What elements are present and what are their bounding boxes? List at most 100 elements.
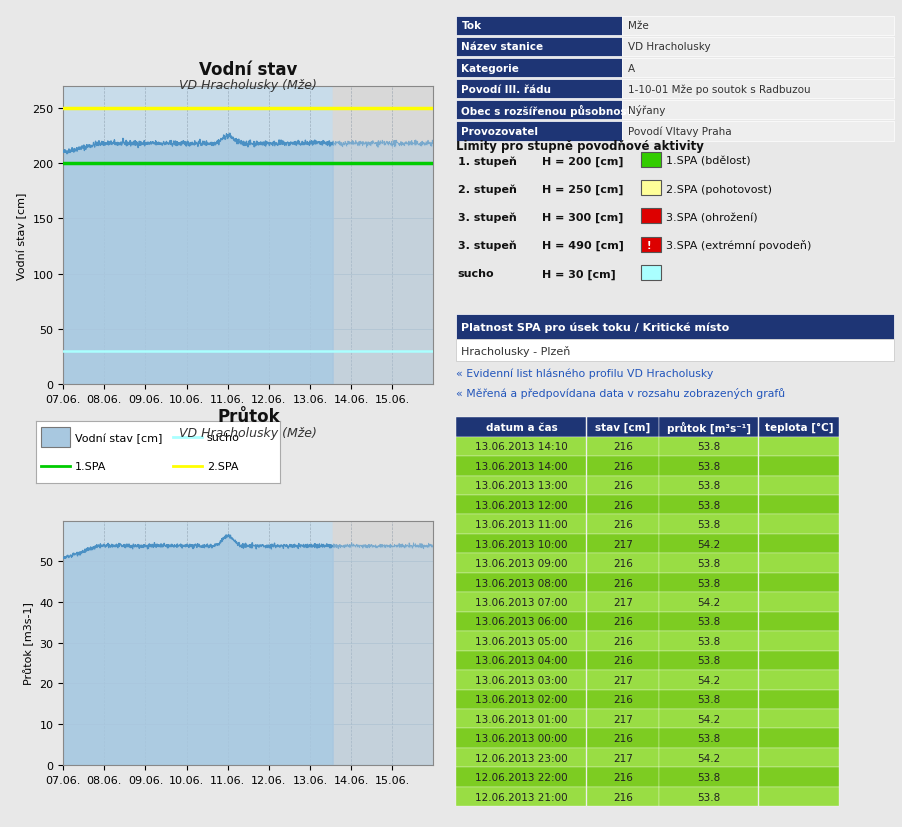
- Text: teplota [°C]: teplota [°C]: [764, 423, 833, 433]
- Text: 2.SPA (pohotovost): 2.SPA (pohotovost): [665, 184, 770, 194]
- Text: VD Hracholusky: VD Hracholusky: [627, 42, 710, 52]
- Text: 216: 216: [612, 617, 632, 627]
- Text: 1. stupeň: 1. stupeň: [457, 156, 516, 166]
- Text: 216: 216: [612, 636, 632, 646]
- Text: 1.SPA: 1.SPA: [75, 461, 106, 471]
- Text: 12.06.2013 22:00: 12.06.2013 22:00: [474, 772, 567, 782]
- Text: 2.SPA: 2.SPA: [207, 461, 238, 471]
- Text: Limity pro stupně povodňové aktivity: Limity pro stupně povodňové aktivity: [456, 140, 704, 153]
- Text: 2. stupeň: 2. stupeň: [457, 184, 516, 194]
- Text: 13.06.2013 02:00: 13.06.2013 02:00: [474, 695, 567, 705]
- Text: Vodní stav [cm]: Vodní stav [cm]: [75, 433, 162, 443]
- Text: Obec s rozšířenou působností: Obec s rozšířenou působností: [461, 104, 635, 117]
- Text: sucho: sucho: [457, 269, 494, 279]
- Text: 13.06.2013 11:00: 13.06.2013 11:00: [474, 519, 567, 529]
- Text: 3.SPA (extrémní povodeň): 3.SPA (extrémní povodeň): [665, 240, 810, 251]
- Text: 13.06.2013 00:00: 13.06.2013 00:00: [474, 734, 567, 743]
- Text: 53.8: 53.8: [696, 772, 720, 782]
- Text: 217: 217: [612, 539, 632, 549]
- Text: 13.06.2013 14:00: 13.06.2013 14:00: [474, 461, 567, 471]
- Text: 216: 216: [612, 461, 632, 471]
- Text: 53.8: 53.8: [696, 558, 720, 568]
- Text: H = 250 [cm]: H = 250 [cm]: [541, 184, 622, 195]
- Text: 216: 216: [612, 442, 632, 452]
- Text: 216: 216: [612, 734, 632, 743]
- Text: « Evidenní list hlásného profilu VD Hracholusky: « Evidenní list hlásného profilu VD Hrac…: [456, 368, 713, 378]
- Text: 13.06.2013 04:00: 13.06.2013 04:00: [474, 656, 567, 666]
- Text: 53.8: 53.8: [696, 578, 720, 588]
- Text: VD Hracholusky (Mže): VD Hracholusky (Mže): [179, 427, 317, 440]
- Bar: [332, 521, 433, 765]
- Text: 3. stupeň: 3. stupeň: [457, 213, 516, 222]
- Text: Platnost SPA pro úsek toku / Kritické místo: Platnost SPA pro úsek toku / Kritické mí…: [461, 323, 729, 332]
- Text: H = 30 [cm]: H = 30 [cm]: [541, 269, 615, 280]
- Text: H = 300 [cm]: H = 300 [cm]: [541, 213, 622, 223]
- Text: 13.06.2013 08:00: 13.06.2013 08:00: [474, 578, 567, 588]
- Text: 13.06.2013 01:00: 13.06.2013 01:00: [474, 714, 567, 724]
- Text: 53.8: 53.8: [696, 500, 720, 510]
- Text: 53.8: 53.8: [696, 791, 720, 801]
- Text: 13.06.2013 06:00: 13.06.2013 06:00: [474, 617, 567, 627]
- Text: VD Hracholusky (Mže): VD Hracholusky (Mže): [179, 79, 317, 93]
- Text: 54.2: 54.2: [696, 597, 720, 607]
- Text: 13.06.2013 07:00: 13.06.2013 07:00: [474, 597, 567, 607]
- Text: Povodí Vltavy Praha: Povodí Vltavy Praha: [627, 127, 731, 137]
- Text: 54.2: 54.2: [696, 539, 720, 549]
- Text: Nýřany: Nýřany: [627, 105, 665, 116]
- Text: 12.06.2013 23:00: 12.06.2013 23:00: [474, 753, 567, 762]
- Text: H = 200 [cm]: H = 200 [cm]: [541, 156, 622, 167]
- Text: 13.06.2013 10:00: 13.06.2013 10:00: [474, 539, 567, 549]
- Text: 53.8: 53.8: [696, 636, 720, 646]
- Text: 13.06.2013 05:00: 13.06.2013 05:00: [474, 636, 567, 646]
- Text: 53.8: 53.8: [696, 519, 720, 529]
- Text: průtok [m³s⁻¹]: průtok [m³s⁻¹]: [666, 421, 750, 433]
- Text: 53.8: 53.8: [696, 734, 720, 743]
- Text: 217: 217: [612, 597, 632, 607]
- Text: H = 490 [cm]: H = 490 [cm]: [541, 241, 623, 251]
- Text: datum a čas: datum a čas: [485, 423, 557, 433]
- Text: Tok: Tok: [461, 22, 481, 31]
- Text: 53.8: 53.8: [696, 617, 720, 627]
- Text: 13.06.2013 09:00: 13.06.2013 09:00: [474, 558, 567, 568]
- Text: Povodí III. řádu: Povodí III. řádu: [461, 84, 551, 94]
- Text: Hracholusky - Plzeň: Hracholusky - Plzeň: [461, 345, 570, 356]
- Text: 13.06.2013 14:10: 13.06.2013 14:10: [474, 442, 567, 452]
- Text: stav [cm]: stav [cm]: [594, 423, 650, 433]
- Text: 1-10-01 Mže po soutok s Radbuzou: 1-10-01 Mže po soutok s Radbuzou: [627, 84, 810, 95]
- Text: 216: 216: [612, 519, 632, 529]
- Text: 216: 216: [612, 772, 632, 782]
- Text: Název stanice: Název stanice: [461, 42, 543, 52]
- Text: 3. stupeň: 3. stupeň: [457, 241, 516, 251]
- Text: 217: 217: [612, 675, 632, 685]
- Text: 216: 216: [612, 656, 632, 666]
- Text: 216: 216: [612, 791, 632, 801]
- Text: 13.06.2013 03:00: 13.06.2013 03:00: [474, 675, 567, 685]
- Text: 216: 216: [612, 695, 632, 705]
- Bar: [332, 521, 433, 765]
- Text: 3.SPA (ohrožení): 3.SPA (ohrožení): [665, 213, 756, 222]
- Text: 53.8: 53.8: [696, 656, 720, 666]
- Text: Kategorie: Kategorie: [461, 64, 519, 74]
- Text: 53.8: 53.8: [696, 695, 720, 705]
- Y-axis label: Průtok [m3s-1]: Průtok [m3s-1]: [23, 601, 33, 685]
- Text: 12.06.2013 21:00: 12.06.2013 21:00: [474, 791, 567, 801]
- Text: 13.06.2013 13:00: 13.06.2013 13:00: [474, 480, 567, 490]
- Text: A: A: [627, 64, 634, 74]
- Text: 1.SPA (bdělost): 1.SPA (bdělost): [665, 156, 750, 166]
- Bar: [332, 87, 433, 385]
- Text: 13.06.2013 12:00: 13.06.2013 12:00: [474, 500, 567, 510]
- Text: 216: 216: [612, 578, 632, 588]
- Text: Provozovatel: Provozovatel: [461, 127, 538, 136]
- Text: 217: 217: [612, 753, 632, 762]
- Bar: [41, 428, 70, 448]
- Text: 54.2: 54.2: [696, 675, 720, 685]
- Text: 216: 216: [612, 480, 632, 490]
- Text: sucho: sucho: [207, 433, 239, 443]
- Text: Průtok: Průtok: [216, 408, 280, 426]
- Text: 53.8: 53.8: [696, 480, 720, 490]
- Text: 217: 217: [612, 714, 632, 724]
- Text: « Měřená a předpovídana data v rozsahu zobrazených grafů: « Měřená a předpovídana data v rozsahu z…: [456, 388, 784, 399]
- Text: 54.2: 54.2: [696, 714, 720, 724]
- Text: !: !: [647, 241, 651, 251]
- Text: Mže: Mže: [627, 22, 648, 31]
